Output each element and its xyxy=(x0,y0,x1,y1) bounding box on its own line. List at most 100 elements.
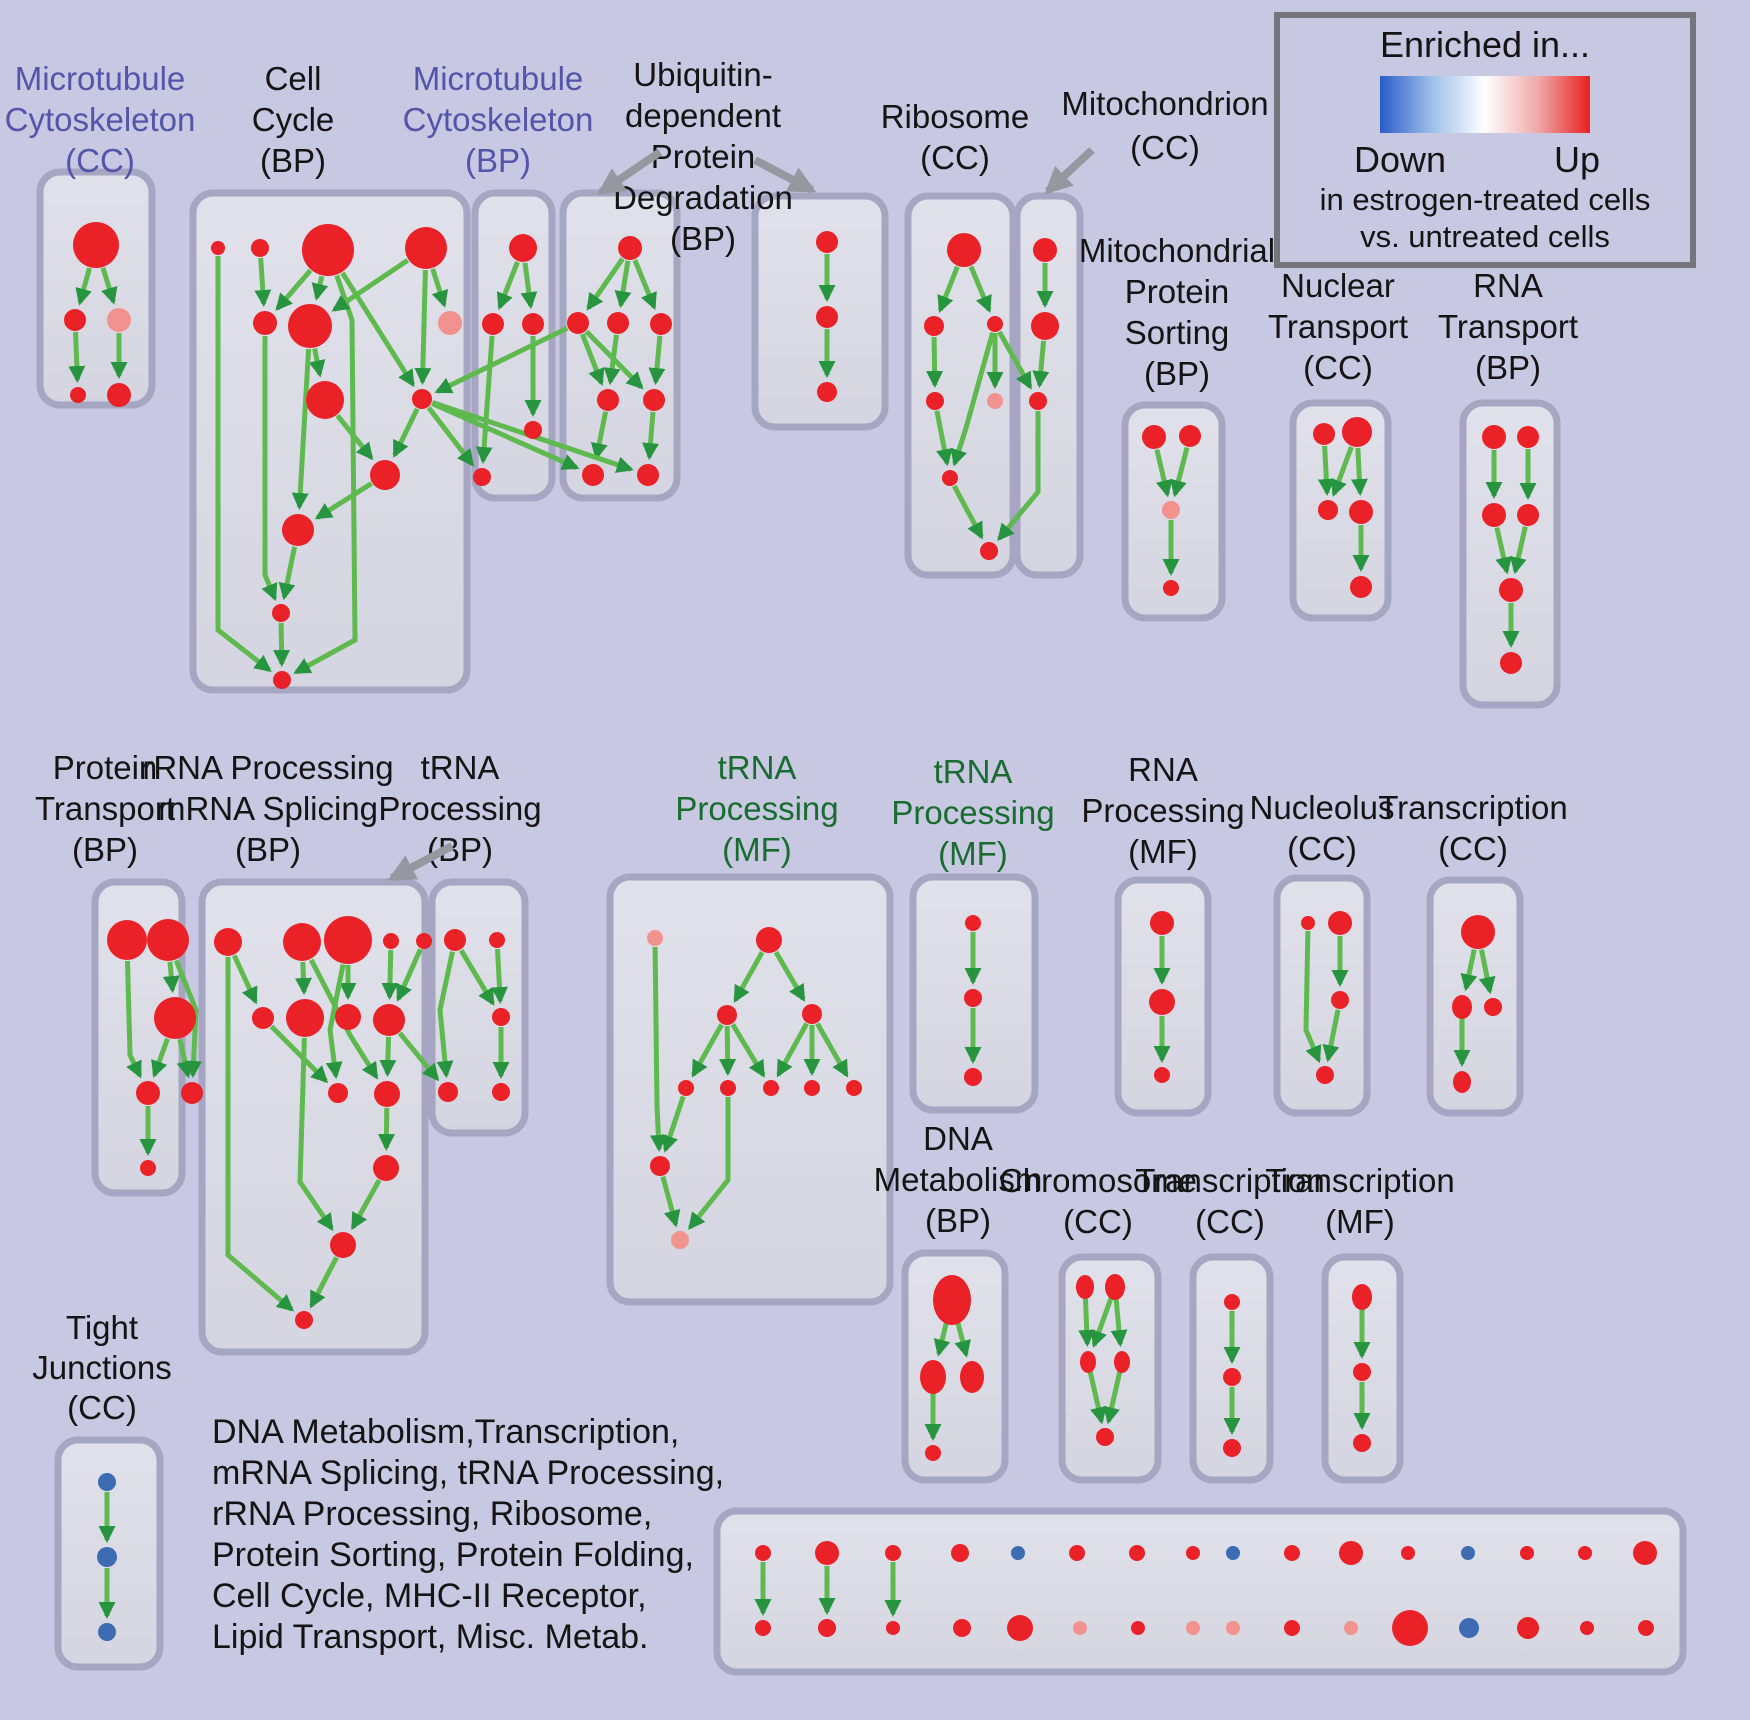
node-red xyxy=(720,1080,736,1096)
node-red xyxy=(1517,1617,1539,1639)
node-red xyxy=(70,387,86,403)
legend-subtitle-1: in estrogen-treated cells xyxy=(1320,182,1651,217)
edge xyxy=(430,268,449,308)
edge xyxy=(392,407,420,458)
node-red xyxy=(412,389,432,409)
edge xyxy=(1322,1009,1341,1063)
layer-nodes xyxy=(64,222,1657,1646)
misc-categories-text-block: DNA Metabolism,Transcription, mRNA Splici… xyxy=(212,1413,724,1656)
edge xyxy=(632,259,657,311)
group-label-nuclear-transport-cc: Nuclear Transport (CC) xyxy=(1268,267,1408,386)
edge xyxy=(1103,1370,1123,1425)
node-red xyxy=(1301,916,1315,930)
node-red xyxy=(1350,576,1372,598)
group-label-transcription-cc-upper: Transcription (CC) xyxy=(1378,789,1568,867)
node-red xyxy=(1105,1274,1125,1300)
label-pointer-arrow xyxy=(387,842,454,882)
label-pointer-arrow xyxy=(1044,147,1095,195)
node-red xyxy=(73,222,119,268)
edge xyxy=(100,267,118,305)
node-red xyxy=(1186,1546,1200,1560)
node-red xyxy=(373,1155,399,1181)
edge xyxy=(773,950,806,1002)
node-red xyxy=(64,309,86,331)
edge xyxy=(309,1256,339,1309)
node-red xyxy=(1482,503,1506,527)
node-pink xyxy=(647,930,663,946)
node-red xyxy=(980,542,998,560)
edge xyxy=(1460,949,1478,992)
edge xyxy=(1350,447,1368,496)
node-red xyxy=(1482,425,1506,449)
edge xyxy=(926,336,944,388)
edge xyxy=(254,257,272,307)
node-red xyxy=(763,1080,779,1096)
edge xyxy=(580,333,605,386)
node-red xyxy=(383,933,399,949)
edge xyxy=(396,948,423,1002)
edge xyxy=(950,332,996,467)
group-label-trna-processing-mf-large: tRNA Processing (MF) xyxy=(675,749,838,868)
edge xyxy=(125,960,143,1079)
node-red xyxy=(1142,425,1166,449)
edge xyxy=(308,348,326,378)
group-label-chromosome-cc: Chromosome (CC) xyxy=(999,1162,1197,1240)
edge xyxy=(933,1318,951,1357)
node-red xyxy=(756,927,782,953)
edge xyxy=(1317,445,1335,496)
node-red xyxy=(678,1080,694,1096)
node-red xyxy=(1154,1067,1170,1083)
node-red xyxy=(926,392,944,410)
node-red xyxy=(302,224,354,276)
group-box-microtubule-cytoskeleton-cc xyxy=(36,168,156,409)
node-red xyxy=(1401,1546,1415,1560)
node-red xyxy=(335,1004,361,1030)
legend-title: Enriched in... xyxy=(1380,24,1590,65)
edge xyxy=(730,1023,766,1078)
edge xyxy=(642,411,659,461)
edge xyxy=(261,336,278,602)
edge xyxy=(1154,449,1173,498)
node-red xyxy=(444,929,466,951)
edge xyxy=(291,348,312,510)
node-red xyxy=(1339,1541,1363,1565)
node-red xyxy=(1149,989,1175,1015)
node-blue xyxy=(1461,1546,1475,1560)
edge xyxy=(733,950,765,1003)
node-red xyxy=(136,1081,160,1105)
node-red xyxy=(286,999,324,1037)
node-red xyxy=(328,1083,348,1103)
node-red xyxy=(1284,1620,1300,1636)
edge xyxy=(311,275,329,301)
node-red xyxy=(252,1007,274,1029)
node-red xyxy=(211,241,225,255)
group-label-dna-metabolism-bp: DNA Metabolism (BP) xyxy=(874,1120,1043,1239)
node-red xyxy=(846,1080,862,1096)
group-label-rna-transport-bp: RNA Transport (BP) xyxy=(1438,267,1578,386)
node-red xyxy=(1223,1439,1241,1457)
group-box-nuclear-transport-cc xyxy=(1289,399,1392,622)
node-red xyxy=(1224,1294,1240,1310)
edge xyxy=(1509,526,1528,575)
node-red xyxy=(181,1082,203,1104)
edge xyxy=(1087,1370,1107,1425)
node-red xyxy=(492,1083,510,1101)
node-red xyxy=(717,1005,737,1025)
node-red xyxy=(920,1360,946,1394)
edge xyxy=(661,1095,686,1153)
node-red xyxy=(107,383,131,407)
node-red xyxy=(324,916,372,964)
node-red xyxy=(816,231,838,253)
group-label-ubiquitin-degradation-label: Ubiquitin-dependent Protein Degradation (BP… xyxy=(613,56,793,257)
node-red xyxy=(1517,426,1539,448)
node-red xyxy=(282,514,314,546)
node-red xyxy=(438,1082,458,1102)
node-red xyxy=(154,997,196,1039)
node-pink xyxy=(1073,1621,1087,1635)
node-pink xyxy=(1162,501,1180,519)
node-red xyxy=(1313,423,1335,445)
node-red xyxy=(1461,915,1495,949)
node-red xyxy=(509,234,537,262)
node-red xyxy=(492,1008,510,1026)
